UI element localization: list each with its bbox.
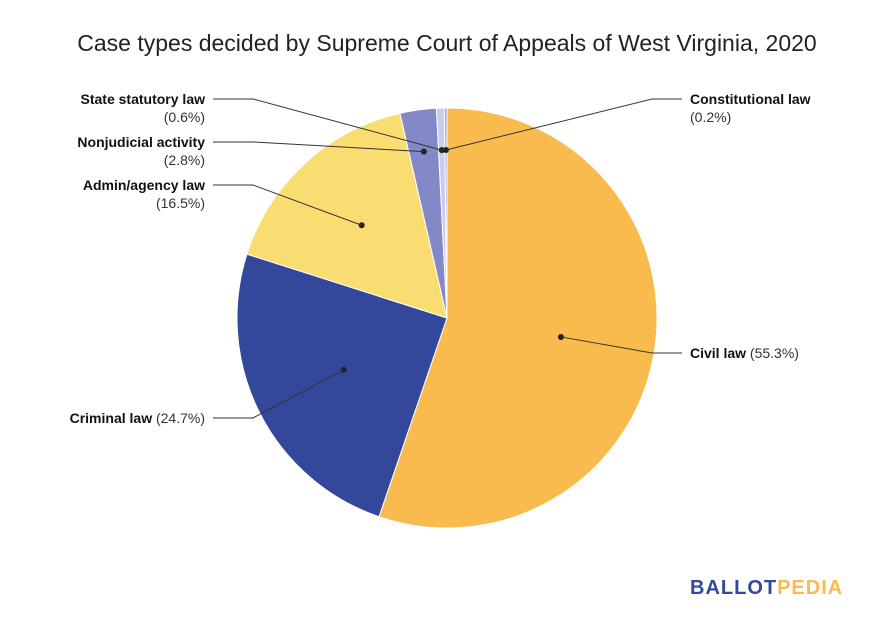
leader-line-state-statutory-law (213, 98, 442, 151)
leader-line-nonjudicial-activity (213, 141, 424, 153)
chart-title: Case types decided by Supreme Court of A… (77, 30, 817, 56)
pie-slice-civil-law (378, 107, 658, 529)
pie-slice-constitutional-law (443, 107, 448, 319)
leader-line-criminal-law (213, 369, 345, 419)
slice-label-criminal-law: Criminal law (24.7%) (70, 410, 205, 426)
slice-label-admin-agency-law: Admin/agency law (16.5%) (83, 177, 205, 211)
slice-label-constitutional-law: Constitutional law (0.2%) (690, 91, 811, 125)
slice-label-state-statutory-law: State statutory law (0.6%) (81, 91, 206, 125)
logo-text-ballot: BALLOT (690, 577, 778, 599)
leader-line-civil-law (560, 336, 682, 354)
leader-line-admin-agency-law (213, 184, 362, 226)
leader-line-constitutional-law (445, 98, 682, 151)
pie-slice-criminal-law (236, 253, 448, 518)
slice-label-nonjudicial-activity: Nonjudicial activity (2.8%) (77, 134, 205, 168)
pie-slice-admin-agency-law (246, 112, 448, 319)
ballotpedia-logo: BALLOTPEDIA (690, 577, 843, 600)
slice-label-civil-law: Civil law (55.3%) (690, 345, 799, 361)
logo-text-pedia: PEDIA (777, 577, 844, 599)
